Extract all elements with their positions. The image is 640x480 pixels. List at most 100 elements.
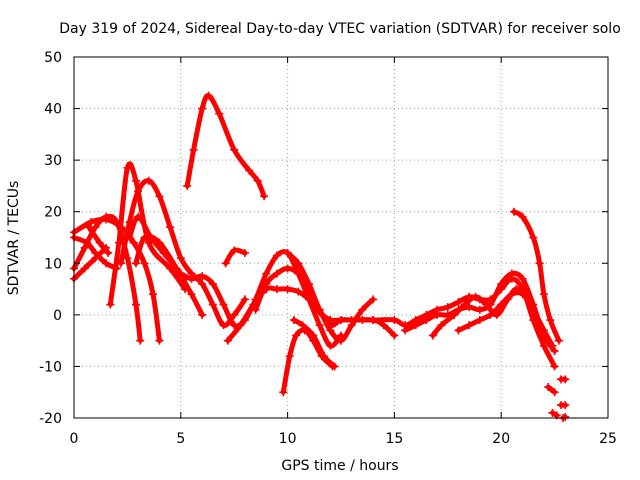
data-point xyxy=(91,254,100,263)
chart-title: Day 319 of 2024, Sidereal Day-to-day VTE… xyxy=(59,21,621,37)
data-point xyxy=(510,207,519,216)
data-point xyxy=(369,316,378,325)
data-point xyxy=(198,279,207,288)
data-point xyxy=(546,316,555,325)
data-point xyxy=(507,269,516,278)
data-point xyxy=(315,321,324,330)
data-point xyxy=(279,388,288,397)
data-point xyxy=(198,104,207,113)
data-point xyxy=(433,310,442,319)
data-point xyxy=(189,145,198,154)
data-point xyxy=(219,300,228,309)
data-point xyxy=(262,279,271,288)
data-point xyxy=(539,290,548,299)
data-point xyxy=(116,259,125,268)
data-point xyxy=(539,326,548,335)
data-point xyxy=(304,295,313,304)
data-point xyxy=(294,269,303,278)
data-point xyxy=(223,336,232,345)
data-point xyxy=(272,269,281,278)
data-point xyxy=(104,248,113,257)
data-point xyxy=(166,223,175,232)
data-point xyxy=(544,383,553,392)
data-point xyxy=(465,303,474,312)
data-point xyxy=(134,187,143,196)
data-point xyxy=(176,269,185,278)
x-tick-label: 15 xyxy=(385,431,403,447)
data-point xyxy=(518,290,527,299)
data-point xyxy=(262,269,271,278)
data-point xyxy=(529,305,538,314)
data-point xyxy=(454,326,463,335)
y-tick-label: 50 xyxy=(44,50,62,66)
data-point xyxy=(539,336,548,345)
y-tick-label: -20 xyxy=(39,411,62,427)
data-point xyxy=(219,321,228,330)
data-point xyxy=(518,274,527,283)
data-point xyxy=(283,285,292,294)
data-point xyxy=(294,287,303,296)
data-point xyxy=(240,295,249,304)
data-point xyxy=(208,279,217,288)
series-arc-9 xyxy=(133,233,205,318)
data-point xyxy=(326,341,335,350)
data-point xyxy=(292,331,301,340)
data-point xyxy=(140,233,149,242)
series-arc-21 xyxy=(456,290,555,349)
data-point xyxy=(155,336,164,345)
data-point xyxy=(304,279,313,288)
data-point xyxy=(198,310,207,319)
data-point xyxy=(475,305,484,314)
data-point xyxy=(80,264,89,273)
data-point xyxy=(548,408,557,417)
x-tick-label: 25 xyxy=(599,431,617,447)
data-point xyxy=(106,300,115,309)
data-point xyxy=(230,310,239,319)
data-point xyxy=(518,212,527,221)
y-tick-label: -10 xyxy=(39,359,62,375)
data-point xyxy=(454,297,463,306)
data-point xyxy=(272,285,281,294)
data-point xyxy=(283,264,292,273)
data-point xyxy=(187,274,196,283)
data-point xyxy=(136,336,145,345)
data-point xyxy=(450,310,459,319)
data-point xyxy=(326,321,335,330)
data-point xyxy=(554,336,563,345)
data-point xyxy=(443,303,452,312)
x-tick-label: 20 xyxy=(492,431,510,447)
data-point xyxy=(114,238,123,247)
data-point xyxy=(198,272,207,281)
data-point xyxy=(230,246,239,255)
data-point xyxy=(561,401,570,410)
data-point xyxy=(149,290,158,299)
data-point xyxy=(486,310,495,319)
data-point xyxy=(347,316,356,325)
data-point xyxy=(204,91,213,100)
data-point xyxy=(337,316,345,325)
data-point xyxy=(497,279,506,288)
y-tick-label: 10 xyxy=(44,256,62,272)
data-point xyxy=(134,212,143,221)
data-series xyxy=(70,91,570,422)
data-point xyxy=(221,259,230,268)
data-point xyxy=(390,316,399,325)
data-point xyxy=(535,259,544,268)
data-point xyxy=(309,331,318,340)
data-point xyxy=(337,336,345,345)
data-point xyxy=(290,316,299,325)
data-point xyxy=(87,218,96,227)
data-point xyxy=(230,145,239,154)
data-point xyxy=(251,305,260,314)
data-point xyxy=(390,331,399,340)
plot-frame xyxy=(73,56,609,419)
data-point xyxy=(144,176,153,185)
data-point xyxy=(102,212,111,221)
y-tick-label: 30 xyxy=(44,153,62,169)
data-point xyxy=(183,181,192,190)
y-tick-label: 0 xyxy=(53,308,62,324)
data-point xyxy=(561,375,570,384)
data-point xyxy=(369,295,378,304)
data-point xyxy=(95,238,104,247)
